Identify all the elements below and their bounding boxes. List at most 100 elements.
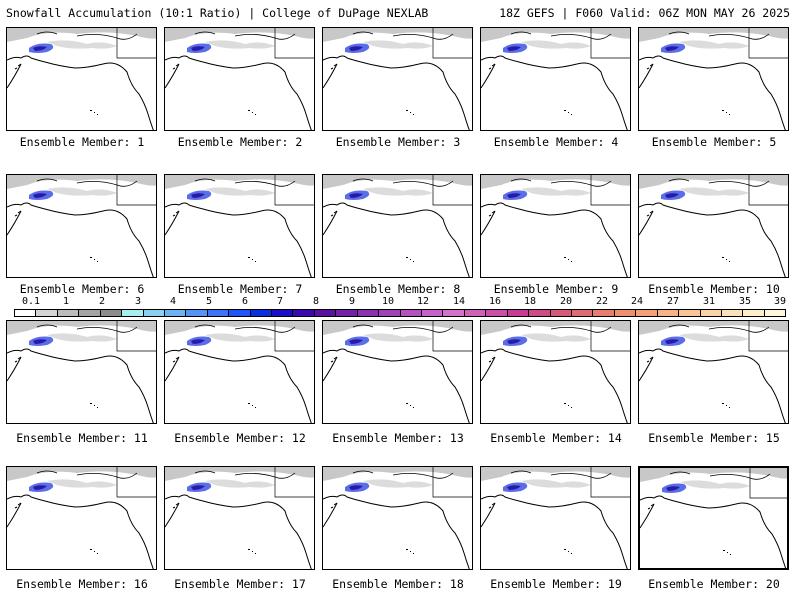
colorbar-swatch (164, 310, 187, 316)
colorbar-swatch (186, 310, 208, 316)
colorbar-tick-label: 18 (523, 296, 537, 307)
ensemble-member-map-2 (164, 27, 315, 131)
colorbar-tick-label: 3 (134, 296, 142, 307)
ensemble-member-label: Ensemble Member: 19 (490, 577, 622, 591)
colorbar-swatch (507, 310, 530, 316)
colorbar-tick-label: 4 (169, 296, 177, 307)
colorbar-swatch (336, 310, 358, 316)
colorbar-swatch (100, 310, 123, 316)
colorbar-swatch (571, 310, 594, 316)
colorbar-swatch (422, 310, 444, 316)
ensemble-member-label: Ensemble Member: 15 (648, 431, 780, 445)
colorbar-swatch (272, 310, 294, 316)
ensemble-member-map-3 (322, 27, 473, 131)
ensemble-member-map-1 (6, 27, 157, 131)
ensemble-member-map-17 (164, 466, 315, 570)
ensemble-member-map-10 (638, 174, 789, 278)
colorbar-tick-label: 7 (276, 296, 284, 307)
colorbar-swatch (657, 310, 680, 316)
ensemble-member-label: Ensemble Member: 10 (648, 282, 780, 296)
colorbar-tick-label: 6 (241, 296, 249, 307)
colorbar-tick-label: 0.1 (21, 296, 41, 307)
colorbar-tick-label: 10 (381, 296, 395, 307)
colorbar-swatch (15, 310, 37, 316)
ensemble-member-map-18 (322, 466, 473, 570)
colorbar-tick-label: 14 (452, 296, 466, 307)
snowfall-colorbar (14, 309, 786, 317)
colorbar-swatch (314, 310, 337, 316)
colorbar-tick-label: 8 (312, 296, 320, 307)
colorbar-swatch (679, 310, 701, 316)
ensemble-member-label: Ensemble Member: 9 (493, 282, 619, 296)
ensemble-member-map-9 (480, 174, 631, 278)
ensemble-member-label: Ensemble Member: 8 (335, 282, 461, 296)
colorbar-tick-label: 24 (630, 296, 644, 307)
ensemble-member-map-4 (480, 27, 631, 131)
colorbar-tick-labels: 0.1 1 2 3 4 5 6 7 8 9 10 12 14 16 18 20 22 24 27 31 35 39 (14, 296, 786, 308)
ensemble-member-label: Ensemble Member: 13 (332, 431, 464, 445)
ensemble-member-label: Ensemble Member: 1 (19, 135, 145, 149)
ensemble-member-label: Ensemble Member: 14 (490, 431, 622, 445)
header-left-title: Snowfall Accumulation (10:1 Ratio) | Col… (6, 6, 429, 20)
ensemble-member-label: Ensemble Member: 12 (174, 431, 306, 445)
colorbar-tick-label: 39 (773, 296, 787, 307)
colorbar-swatch (743, 310, 765, 316)
colorbar-swatch (357, 310, 380, 316)
colorbar-swatch (400, 310, 423, 316)
ensemble-member-map-12 (164, 320, 315, 424)
colorbar-swatch (229, 310, 251, 316)
colorbar-tick-label: 27 (666, 296, 680, 307)
ensemble-member-label: Ensemble Member: 17 (174, 577, 306, 591)
colorbar-swatch (379, 310, 401, 316)
colorbar-tick-label: 20 (559, 296, 573, 307)
colorbar-swatch (721, 310, 744, 316)
colorbar-swatch (36, 310, 58, 316)
colorbar-swatch (486, 310, 508, 316)
colorbar-swatch (464, 310, 487, 316)
colorbar-tick-label: 12 (416, 296, 430, 307)
ensemble-member-label: Ensemble Member: 6 (19, 282, 145, 296)
colorbar-swatch (79, 310, 101, 316)
ensemble-member-map-15 (638, 320, 789, 424)
ensemble-member-map-16 (6, 466, 157, 570)
colorbar-swatch (550, 310, 572, 316)
colorbar-swatch (57, 310, 80, 316)
ensemble-member-map-6 (6, 174, 157, 278)
ensemble-member-label: Ensemble Member: 5 (651, 135, 777, 149)
colorbar-tick-label: 22 (595, 296, 609, 307)
colorbar-swatch (250, 310, 273, 316)
ensemble-member-map-13 (322, 320, 473, 424)
ensemble-member-map-5 (638, 27, 789, 131)
colorbar-tick-label: 31 (702, 296, 716, 307)
colorbar-swatch (293, 310, 315, 316)
ensemble-member-label: Ensemble Member: 18 (332, 577, 464, 591)
ensemble-member-label: Ensemble Member: 11 (16, 431, 148, 445)
ensemble-member-map-19 (480, 466, 631, 570)
ensemble-member-label: Ensemble Member: 16 (16, 577, 148, 591)
ensemble-member-label: Ensemble Member: 2 (177, 135, 303, 149)
header-right-title: 18Z GEFS | F060 Valid: 06Z MON MAY 26 20… (499, 6, 790, 20)
ensemble-member-map-11 (6, 320, 157, 424)
colorbar-tick-label: 35 (738, 296, 752, 307)
colorbar-swatch (700, 310, 722, 316)
ensemble-member-map-7 (164, 174, 315, 278)
colorbar-tick-label: 16 (488, 296, 502, 307)
colorbar-swatch (143, 310, 165, 316)
colorbar-swatch (443, 310, 465, 316)
ensemble-member-label: Ensemble Member: 4 (493, 135, 619, 149)
colorbar-swatch (636, 310, 658, 316)
ensemble-member-map-8 (322, 174, 473, 278)
ensemble-member-label: Ensemble Member: 3 (335, 135, 461, 149)
ensemble-member-map-20 (638, 466, 789, 570)
ensemble-member-label: Ensemble Member: 7 (177, 282, 303, 296)
colorbar-swatch (122, 310, 144, 316)
colorbar-tick-label: 9 (348, 296, 356, 307)
colorbar-swatch (764, 310, 786, 316)
colorbar-swatch (529, 310, 551, 316)
colorbar-tick-label: 5 (205, 296, 213, 307)
ensemble-member-map-14 (480, 320, 631, 424)
colorbar-tick-label: 1 (62, 296, 70, 307)
ensemble-member-label: Ensemble Member: 20 (648, 577, 780, 591)
colorbar-swatch (207, 310, 230, 316)
colorbar-swatch (614, 310, 637, 316)
